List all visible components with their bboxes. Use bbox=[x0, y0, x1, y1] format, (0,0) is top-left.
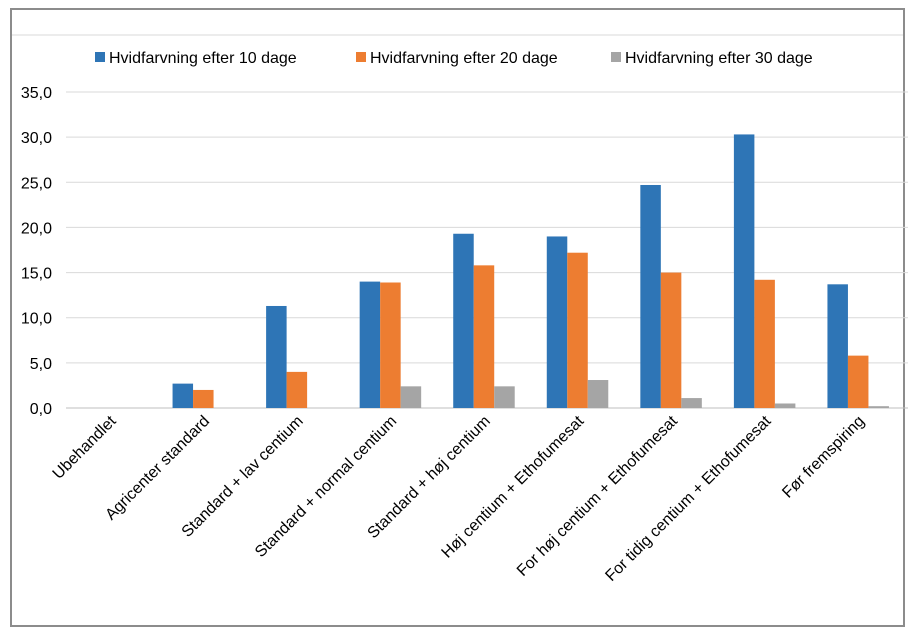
bar bbox=[681, 398, 702, 408]
bar bbox=[193, 389, 214, 408]
x-tick-label: For tidig centium + Ethofumesat bbox=[602, 412, 774, 584]
legend-swatch bbox=[356, 52, 366, 62]
legend-label: Hvidfarvning efter 20 dage bbox=[370, 50, 558, 67]
legend-swatch bbox=[95, 52, 105, 62]
bar bbox=[473, 265, 495, 408]
bar bbox=[266, 305, 287, 408]
legend-label: Hvidfarvning efter 30 dage bbox=[625, 50, 813, 67]
y-tick-label: 30,0 bbox=[21, 130, 52, 147]
bar bbox=[286, 371, 308, 408]
bar bbox=[172, 383, 194, 408]
bar bbox=[400, 386, 422, 408]
bar bbox=[546, 236, 568, 408]
bar bbox=[453, 233, 474, 408]
bar bbox=[868, 406, 889, 408]
y-tick-label: 25,0 bbox=[21, 175, 52, 192]
y-tick-label: 15,0 bbox=[21, 266, 52, 283]
y-tick-label: 0,0 bbox=[30, 401, 52, 418]
y-tick-label: 10,0 bbox=[21, 311, 52, 328]
y-tick-label: 20,0 bbox=[21, 220, 52, 237]
bar bbox=[660, 272, 682, 408]
legend-swatch bbox=[611, 52, 621, 62]
bar bbox=[827, 284, 848, 408]
x-tick-label: Før fremspiring bbox=[779, 413, 868, 502]
x-tick-label: Agricenter standard bbox=[102, 413, 213, 524]
y-axis-ticks: 0,0 5,0 10,0 15,0 20,0 25,0 30,0 35,0 bbox=[21, 85, 52, 418]
bar bbox=[359, 281, 381, 408]
bar bbox=[567, 252, 588, 408]
bar bbox=[380, 282, 401, 408]
y-tick-label: 5,0 bbox=[30, 356, 52, 373]
bar bbox=[640, 184, 661, 408]
bar bbox=[587, 380, 609, 408]
legend-label: Hvidfarvning efter 10 dage bbox=[109, 50, 297, 67]
x-tick-label: For høj centium + Ethofumesat bbox=[514, 412, 681, 579]
x-tick-label: Ubehandlet bbox=[50, 412, 120, 482]
bar bbox=[847, 355, 869, 408]
bar bbox=[754, 279, 775, 408]
bar bbox=[733, 134, 755, 409]
bar bbox=[494, 386, 515, 408]
legend: Hvidfarvning efter 10 dage Hvidfarvning e… bbox=[95, 50, 813, 67]
bar bbox=[774, 403, 796, 408]
bars bbox=[172, 134, 889, 409]
y-tick-label: 35,0 bbox=[21, 85, 52, 102]
